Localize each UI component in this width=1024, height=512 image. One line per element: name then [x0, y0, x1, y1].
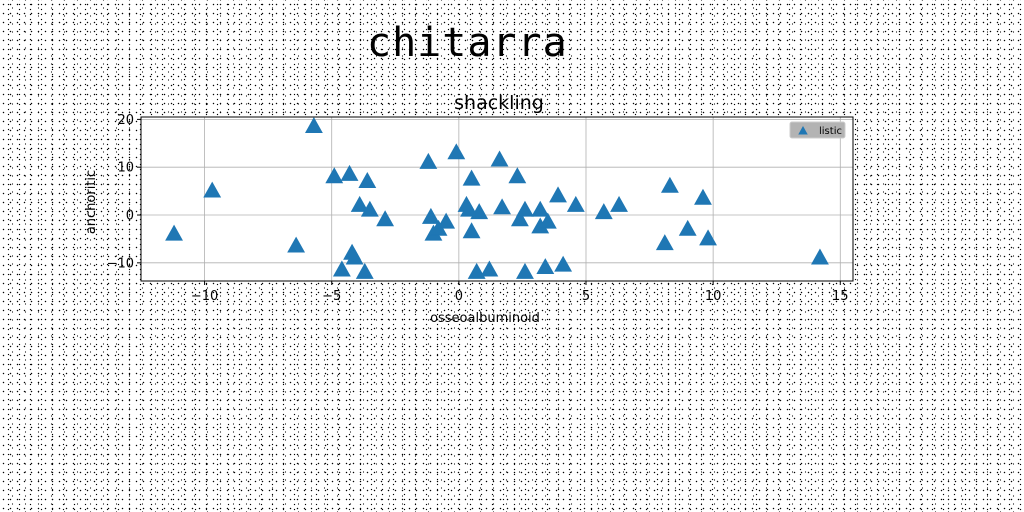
- y-tick-label: −10: [107, 256, 134, 271]
- legend-label: listic: [819, 126, 842, 137]
- x-tick-label: 5: [582, 289, 590, 304]
- data-point-triangle: [554, 255, 573, 272]
- data-point-triangle: [462, 169, 481, 186]
- data-point-triangle: [447, 143, 466, 160]
- data-point-triangle: [566, 195, 585, 212]
- axis-ticks: −10 −5 0 5 10 15 −10 0 10 20: [107, 113, 849, 304]
- data-point-triangle: [165, 224, 183, 241]
- data-point-triangle: [419, 152, 438, 169]
- data-point-triangle: [360, 200, 379, 217]
- x-tick-label: 15: [832, 289, 849, 304]
- data-point-triangle: [699, 229, 717, 246]
- data-point-triangle: [203, 181, 222, 198]
- data-point-triangle: [304, 117, 323, 134]
- data-point-triangle: [538, 212, 557, 229]
- data-point-triangle: [462, 222, 481, 239]
- data-point-triangle: [610, 195, 628, 212]
- y-tick-label: 0: [126, 209, 134, 224]
- data-point-triangle: [510, 210, 529, 227]
- data-point-triangle: [508, 167, 527, 184]
- data-point-triangle: [594, 203, 613, 220]
- y-tick-label: 20: [117, 113, 134, 128]
- data-point-triangle: [660, 176, 679, 193]
- x-tick-label: −5: [322, 289, 341, 304]
- chart-title: shackling: [454, 92, 544, 114]
- data-point-triangle: [490, 150, 509, 167]
- x-tick-label: 10: [705, 289, 722, 304]
- data-point-triangle: [350, 195, 369, 212]
- data-point-triangle: [516, 200, 534, 217]
- data-point-triangle: [536, 258, 555, 275]
- data-point-triangle: [437, 212, 456, 229]
- data-point-triangle: [470, 203, 489, 220]
- plot-frame: [140, 116, 854, 282]
- data-point-triangle: [376, 210, 395, 227]
- data-point-triangle: [358, 172, 377, 188]
- data-point-triangle: [811, 248, 829, 265]
- data-point-triangle: [332, 260, 351, 277]
- data-point-triangle: [421, 207, 440, 224]
- data-point-triangle: [340, 164, 359, 181]
- y-axis-label: anchoritic: [84, 170, 99, 234]
- data-point-triangle: [480, 260, 499, 277]
- legend: listic: [789, 121, 846, 139]
- data-point-triangle: [493, 198, 512, 215]
- data-point-triangle: [531, 200, 550, 217]
- data-point-triangle: [549, 186, 567, 203]
- data-point-triangle: [678, 219, 697, 236]
- data-point-triangle: [655, 234, 674, 251]
- page-title: chitarra: [367, 20, 568, 66]
- legend-marker-triangle-icon: [798, 126, 808, 135]
- data-point-triangle: [516, 262, 534, 279]
- grid-lines: [141, 117, 853, 281]
- data-point-triangle: [355, 262, 374, 279]
- data-point-triangle: [694, 188, 712, 205]
- x-tick-label: −10: [191, 289, 218, 304]
- data-point-triangle: [467, 262, 486, 279]
- data-point-triangle: [287, 236, 306, 253]
- data-point-triangle: [325, 167, 344, 184]
- x-tick-label: 0: [455, 289, 463, 304]
- data-points: [165, 117, 829, 279]
- y-tick-label: 10: [117, 161, 134, 176]
- data-point-triangle: [460, 200, 478, 217]
- data-point-triangle: [345, 248, 364, 265]
- plot-background: [141, 117, 853, 281]
- x-axis-label: osseoalbuminoid: [430, 311, 540, 326]
